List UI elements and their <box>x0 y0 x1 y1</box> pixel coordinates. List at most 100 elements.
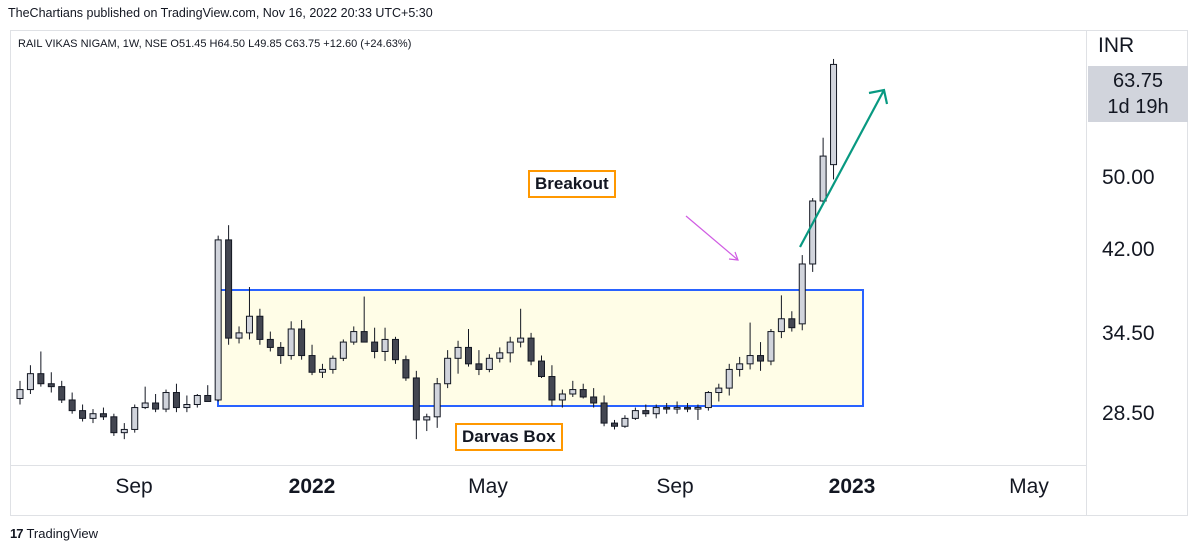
candle-body <box>141 402 149 409</box>
candle-body <box>464 346 472 365</box>
y-tick-label: 50.00 <box>1102 166 1155 189</box>
x-tick-label: Sep <box>656 475 694 498</box>
candle-body <box>68 399 76 412</box>
candle-body <box>496 352 504 359</box>
candle-body <box>298 328 306 357</box>
candle-body <box>350 331 358 343</box>
candle-body <box>694 407 702 410</box>
candle-body <box>809 200 817 265</box>
candle-body <box>819 155 827 202</box>
price-scale-divider <box>1086 30 1087 516</box>
x-tick-label: 2022 <box>288 475 336 498</box>
candle-body <box>579 389 587 398</box>
candle-body <box>318 368 326 373</box>
candle-body <box>391 338 399 361</box>
projection-arrowhead <box>868 88 889 105</box>
candle-body <box>172 392 180 409</box>
publish-info: TheChartians published on TradingView.co… <box>8 6 433 20</box>
candle-body <box>423 416 431 421</box>
candle-body <box>183 404 191 409</box>
chart-frame <box>10 30 1188 516</box>
candle-body <box>131 407 139 430</box>
breakout-label[interactable]: Breakout <box>528 170 616 198</box>
candle-body <box>788 318 796 329</box>
candle-body <box>277 346 285 357</box>
candle-body <box>381 338 389 352</box>
candle-body <box>26 373 34 391</box>
candle-body <box>746 355 754 365</box>
candle-body <box>16 389 24 399</box>
candle-body <box>360 331 368 343</box>
candle-body <box>308 355 316 373</box>
candle-body <box>329 357 337 370</box>
candle-body <box>652 407 660 415</box>
candle-body <box>193 394 201 406</box>
candle-body <box>569 389 577 395</box>
tradingview-mark-icon: 17 <box>10 526 24 541</box>
candle-body <box>152 402 160 410</box>
y-tick-label: 28.50 <box>1102 402 1155 425</box>
candle-body <box>99 413 107 418</box>
x-tick-label: May <box>1009 475 1049 498</box>
candle-body <box>402 359 410 379</box>
candle-body <box>631 410 639 419</box>
y-tick-label: 42.00 <box>1102 238 1155 261</box>
candle-body <box>162 392 170 410</box>
candle-body <box>506 341 514 354</box>
darvas-box <box>217 289 864 407</box>
candle-body <box>371 341 379 352</box>
candle-body <box>454 346 462 359</box>
projection-arrow <box>799 89 885 248</box>
candle-body <box>47 383 55 388</box>
candle-body <box>245 315 253 334</box>
candle-body <box>527 337 535 362</box>
candle-body <box>225 239 233 339</box>
candle-body <box>600 402 608 424</box>
candle-body <box>339 341 347 359</box>
candle-body <box>475 363 483 370</box>
candle-body <box>287 328 295 357</box>
last-price-value: 63.75 <box>1112 70 1164 92</box>
symbol-legend[interactable]: RAIL VIKAS NIGAM, 1W, NSE O51.45 H64.50 … <box>18 38 412 50</box>
candle-body <box>204 394 212 402</box>
candle-body <box>256 315 264 340</box>
candle-body <box>642 410 650 415</box>
candle-body <box>517 337 525 343</box>
candle-body <box>621 417 629 427</box>
time-axis-divider <box>10 465 1086 466</box>
candle-body <box>830 63 838 166</box>
candle-body <box>548 376 556 401</box>
candle-body <box>89 413 97 419</box>
candle-body <box>485 357 493 370</box>
candle-body <box>538 360 545 378</box>
candle-body <box>120 428 128 434</box>
brand-name: TradingView <box>26 526 99 541</box>
y-tick-label: 34.50 <box>1102 322 1155 345</box>
candle-body <box>704 392 712 409</box>
x-tick-label: 2023 <box>828 475 876 498</box>
candle-body <box>611 422 619 427</box>
candle-body <box>266 338 274 348</box>
candle-body <box>798 263 806 325</box>
candle-body <box>663 407 671 410</box>
candle-body <box>590 396 598 404</box>
tradingview-logo[interactable]: 17 TradingView <box>10 526 98 541</box>
candle-body <box>79 410 87 419</box>
candle-body <box>673 407 681 410</box>
candle-body <box>558 393 566 401</box>
currency-label[interactable]: INR <box>1098 34 1135 57</box>
x-tick-label: May <box>468 475 508 498</box>
x-tick-label: Sep <box>115 475 153 498</box>
breakout-pointer-arrowhead <box>728 251 739 261</box>
candle-body <box>767 331 775 362</box>
last-price-tag: 63.75 1d 19h <box>1088 66 1188 122</box>
candle-body <box>444 357 452 385</box>
candle-body <box>757 355 765 362</box>
darvas-box-label[interactable]: Darvas Box <box>455 423 563 451</box>
bar-countdown: 1d 19h <box>1107 96 1169 118</box>
candle-body <box>777 318 785 333</box>
candle-body <box>214 239 222 401</box>
candle-body <box>715 387 723 394</box>
candle-body <box>235 332 243 339</box>
